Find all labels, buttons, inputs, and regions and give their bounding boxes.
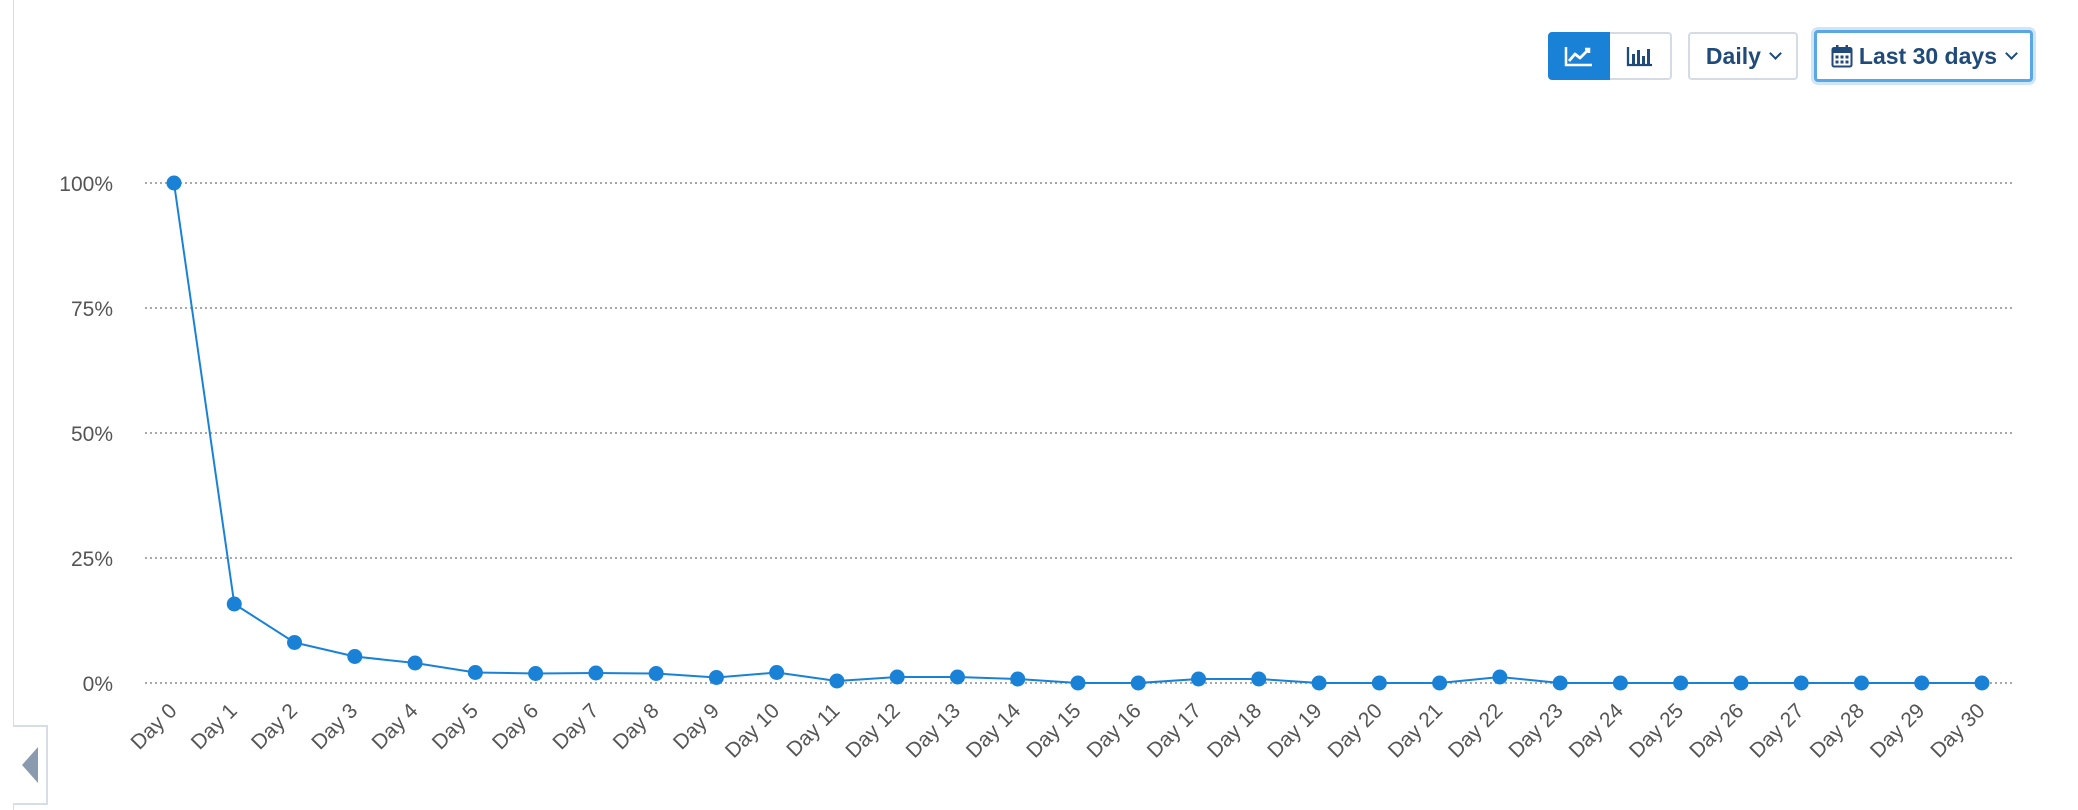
chart-toolbar: Daily Last 30 days xyxy=(1547,30,2033,82)
x-tick-label: Day 9 xyxy=(669,699,724,754)
x-axis-ticks: Day 0 Day 1 Day 2 Day 3 Day 4 Day 5 Day 6 Day 7… xyxy=(126,699,1989,763)
x-tick-label: Day 23 xyxy=(1504,699,1567,762)
data-point xyxy=(829,673,845,689)
data-point xyxy=(1492,669,1508,685)
line-view-button[interactable] xyxy=(1547,32,1610,80)
x-tick-label: Day 2 xyxy=(247,699,302,754)
x-tick-label: Day 5 xyxy=(428,699,483,754)
x-tick-label: Day 25 xyxy=(1625,699,1688,762)
data-point xyxy=(949,669,965,685)
data-point xyxy=(1793,675,1809,691)
x-tick-label: Day 8 xyxy=(609,699,664,754)
data-point xyxy=(467,665,483,680)
data-point xyxy=(528,666,544,681)
x-tick-label: Day 26 xyxy=(1685,699,1748,762)
panel-left-border xyxy=(13,0,14,810)
x-tick-label: Day 28 xyxy=(1806,699,1869,762)
line-chart-icon xyxy=(1564,47,1592,67)
interval-dropdown[interactable]: Daily xyxy=(1687,32,1798,80)
data-point xyxy=(407,655,423,671)
x-tick-label: Day 10 xyxy=(721,699,784,762)
x-tick-label: Day 22 xyxy=(1444,699,1507,762)
y-tick-label: 25% xyxy=(71,548,113,571)
x-tick-label: Day 13 xyxy=(902,699,965,762)
data-point xyxy=(1612,675,1628,691)
x-tick-label: Day 16 xyxy=(1082,699,1145,762)
x-tick-label: Day 12 xyxy=(841,699,904,762)
data-point xyxy=(708,670,724,685)
data-point xyxy=(1733,675,1749,691)
data-point xyxy=(1130,675,1146,691)
x-tick-label: Day 7 xyxy=(548,699,603,754)
x-tick-label: Day 20 xyxy=(1324,699,1387,762)
data-point xyxy=(1010,671,1026,687)
arrow-left-icon xyxy=(21,747,38,783)
data-point xyxy=(1432,675,1448,691)
y-tick-label: 100% xyxy=(59,173,113,196)
x-tick-label: Day 3 xyxy=(307,699,362,754)
series-points xyxy=(166,175,1990,691)
x-tick-label: Day 19 xyxy=(1263,699,1326,762)
data-point xyxy=(648,666,664,681)
x-tick-label: Day 15 xyxy=(1022,699,1085,762)
x-tick-label: Day 17 xyxy=(1143,699,1206,762)
x-tick-label: Day 30 xyxy=(1926,699,1989,762)
x-tick-label: Day 27 xyxy=(1745,699,1808,762)
data-point xyxy=(1853,675,1869,691)
data-point xyxy=(588,665,604,681)
data-point xyxy=(1371,675,1387,691)
x-tick-label: Day 21 xyxy=(1384,699,1447,762)
x-tick-label: Day 18 xyxy=(1203,699,1266,762)
data-point xyxy=(889,669,905,685)
data-point xyxy=(1070,675,1086,691)
y-tick-label: 75% xyxy=(71,298,113,321)
calendar-icon xyxy=(1831,45,1853,68)
interval-label: Daily xyxy=(1705,42,1761,69)
data-point xyxy=(1191,671,1207,687)
x-tick-label: Day 0 xyxy=(126,699,181,754)
scroll-left-button[interactable] xyxy=(13,725,48,805)
data-point xyxy=(1251,671,1267,687)
y-tick-label: 50% xyxy=(71,423,113,446)
data-point xyxy=(347,649,363,664)
bar-view-button[interactable] xyxy=(1609,32,1672,80)
chart-type-toggle xyxy=(1547,32,1672,80)
data-point xyxy=(1311,675,1327,691)
date-range-label: Last 30 days xyxy=(1858,42,1997,69)
data-point xyxy=(1974,675,1990,691)
x-tick-label: Day 24 xyxy=(1565,699,1629,763)
data-point xyxy=(226,596,242,612)
grid-lines xyxy=(145,182,2015,684)
x-tick-label: Day 4 xyxy=(368,699,423,754)
date-range-dropdown[interactable]: Last 30 days xyxy=(1813,30,2033,82)
x-tick-label: Day 6 xyxy=(488,699,543,754)
data-point xyxy=(1914,675,1930,691)
x-tick-label: Day 11 xyxy=(782,699,844,761)
data-point xyxy=(769,665,785,680)
x-tick-label: Day 29 xyxy=(1866,699,1929,762)
y-axis-ticks: 0% 25% 50% 75% 100% xyxy=(59,173,113,696)
x-tick-label: Day 1 xyxy=(187,699,242,754)
data-point xyxy=(287,635,303,650)
y-tick-label: 0% xyxy=(83,673,113,696)
data-point xyxy=(1673,675,1689,691)
data-point xyxy=(1552,675,1568,691)
data-point xyxy=(166,175,182,191)
x-tick-label: Day 14 xyxy=(962,699,1026,763)
bar-chart-icon xyxy=(1626,47,1652,67)
